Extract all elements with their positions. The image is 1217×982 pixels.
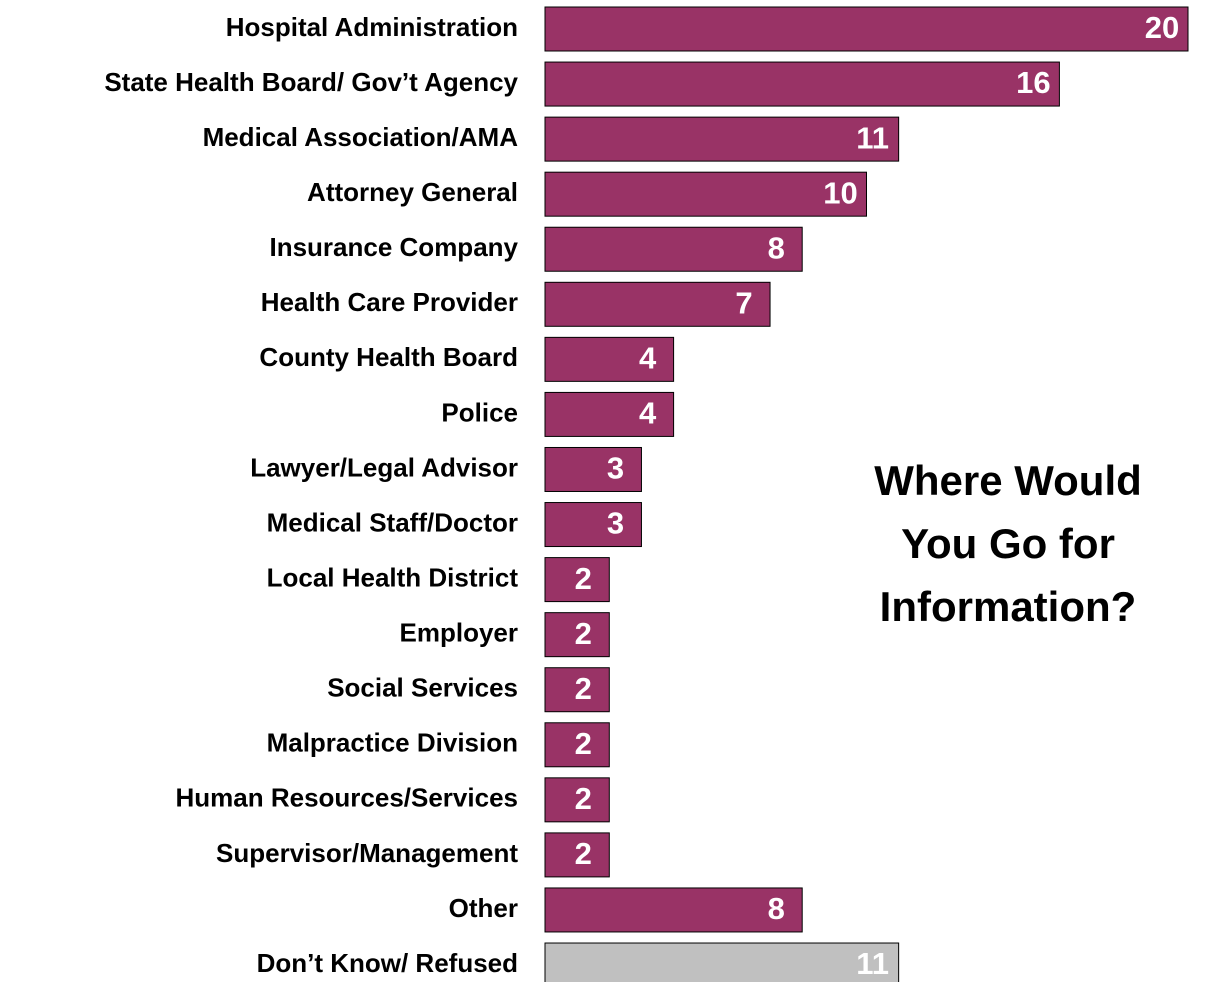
value-label: 2 — [575, 561, 592, 596]
category-label: Police — [441, 397, 518, 427]
value-label: 11 — [856, 120, 889, 155]
bar — [544, 502, 642, 548]
value-label: 3 — [607, 451, 624, 486]
category-label: Lawyer/Legal Advisor — [250, 452, 518, 482]
category-label: Human Resources/Services — [175, 783, 518, 813]
category-label: Local Health District — [267, 562, 519, 592]
category-label: Supervisor/Management — [216, 838, 518, 868]
bar — [544, 336, 675, 382]
value-label: 8 — [768, 230, 785, 265]
category-label: Don’t Know/ Refused — [257, 948, 518, 978]
value-label: 7 — [735, 285, 752, 320]
value-label: 2 — [575, 726, 592, 761]
category-label: Hospital Administration — [226, 12, 518, 42]
bar — [544, 557, 610, 603]
bar — [544, 6, 1189, 52]
value-label: 2 — [575, 616, 592, 651]
bar — [544, 446, 642, 492]
value-label: 10 — [823, 175, 857, 210]
value-label: 4 — [639, 396, 657, 431]
title-line: Information? — [880, 583, 1137, 630]
value-label: 8 — [768, 891, 785, 926]
category-label: County Health Board — [259, 342, 518, 372]
value-label: 20 — [1145, 10, 1179, 45]
bar — [544, 116, 900, 162]
bar — [544, 281, 771, 327]
title-line: Where Would — [874, 457, 1142, 504]
category-label: Malpractice Division — [267, 728, 518, 758]
category-label: Other — [449, 893, 518, 923]
category-label: State Health Board/ Gov’t Agency — [104, 67, 518, 97]
value-label: 11 — [856, 946, 889, 981]
value-label: 16 — [1016, 65, 1050, 100]
bar — [544, 722, 610, 768]
value-label: 2 — [575, 836, 592, 871]
category-label: Attorney General — [307, 177, 518, 207]
category-label: Employer — [400, 618, 519, 648]
bar — [544, 391, 675, 437]
bar — [544, 612, 610, 658]
bar — [544, 942, 900, 982]
value-label: 2 — [575, 781, 592, 816]
bar — [544, 171, 867, 217]
bar — [544, 61, 1060, 107]
category-label: Medical Association/AMA — [203, 122, 519, 152]
value-label: 3 — [607, 506, 624, 541]
bar — [544, 887, 803, 933]
category-label: Health Care Provider — [261, 287, 518, 317]
bar — [544, 667, 610, 713]
title-line: You Go for — [901, 520, 1115, 567]
category-label: Social Services — [327, 673, 518, 703]
bar — [544, 777, 610, 823]
bar — [544, 832, 610, 878]
category-label: Insurance Company — [269, 232, 518, 262]
category-label: Medical Staff/Doctor — [267, 507, 518, 537]
chart-title: Where Would You Go for Information? — [874, 457, 1142, 630]
bar — [544, 226, 803, 272]
value-label: 2 — [575, 671, 592, 706]
value-label: 4 — [639, 341, 657, 376]
